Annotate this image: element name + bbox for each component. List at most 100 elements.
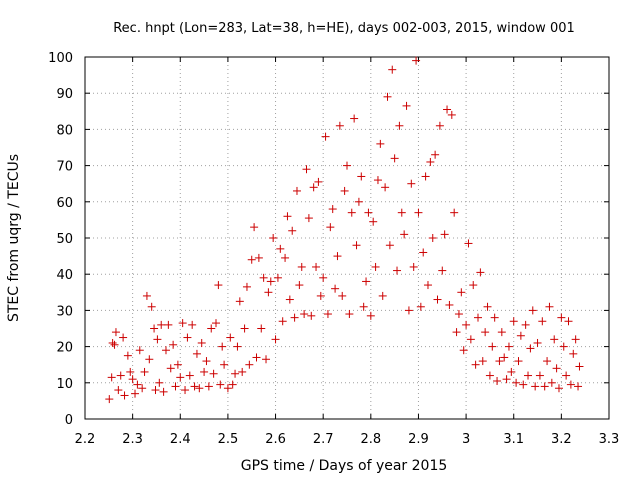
y-tick-label: 50 bbox=[56, 232, 73, 247]
data-point bbox=[476, 268, 485, 277]
data-point bbox=[447, 110, 456, 119]
data-point bbox=[138, 384, 147, 393]
y-tick-label: 60 bbox=[56, 196, 73, 211]
data-point bbox=[314, 177, 323, 186]
data-point bbox=[423, 281, 432, 290]
data-point bbox=[507, 367, 516, 376]
data-point bbox=[543, 357, 552, 366]
x-tick-label: 2.4 bbox=[170, 432, 191, 447]
data-point bbox=[245, 360, 254, 369]
data-point bbox=[257, 324, 266, 333]
data-point bbox=[151, 386, 160, 395]
data-point bbox=[566, 380, 575, 389]
data-point bbox=[238, 367, 247, 376]
data-point bbox=[354, 197, 363, 206]
x-tick-label: 3 bbox=[462, 432, 470, 447]
data-point bbox=[438, 266, 447, 275]
data-point bbox=[407, 179, 416, 188]
data-point bbox=[373, 176, 382, 185]
data-point bbox=[202, 357, 211, 366]
data-point bbox=[547, 378, 556, 387]
data-point bbox=[297, 262, 306, 271]
data-point bbox=[426, 157, 435, 166]
data-point bbox=[140, 367, 149, 376]
data-point bbox=[400, 230, 409, 239]
y-tick-label: 90 bbox=[56, 87, 73, 102]
data-point bbox=[485, 371, 494, 380]
data-point bbox=[369, 217, 378, 226]
x-tick-label: 2.9 bbox=[408, 432, 429, 447]
data-point bbox=[247, 255, 256, 264]
x-tick-label: 3.2 bbox=[551, 432, 572, 447]
data-point bbox=[231, 369, 240, 378]
data-point bbox=[235, 297, 244, 306]
data-point bbox=[171, 382, 180, 391]
data-point bbox=[108, 338, 117, 347]
data-point bbox=[107, 373, 116, 382]
data-point bbox=[328, 205, 337, 214]
x-tick-label: 3.3 bbox=[599, 432, 620, 447]
data-point bbox=[185, 371, 194, 380]
data-point bbox=[397, 208, 406, 217]
data-point bbox=[402, 101, 411, 110]
x-tick-label: 2.7 bbox=[313, 432, 334, 447]
data-point bbox=[290, 313, 299, 322]
data-point bbox=[338, 291, 347, 300]
data-point bbox=[381, 183, 390, 192]
x-axis-label: GPS time / Days of year 2015 bbox=[241, 458, 448, 474]
data-point bbox=[273, 273, 282, 282]
data-point bbox=[454, 310, 463, 319]
data-point bbox=[150, 324, 159, 333]
data-point bbox=[421, 172, 430, 181]
data-point bbox=[190, 382, 199, 391]
data-point bbox=[192, 349, 201, 358]
data-point bbox=[390, 154, 399, 163]
data-point bbox=[564, 317, 573, 326]
data-point bbox=[269, 234, 278, 242]
y-tick-label: 30 bbox=[56, 304, 73, 319]
data-point bbox=[319, 273, 328, 282]
y-tick-label: 80 bbox=[56, 123, 73, 138]
data-point bbox=[204, 382, 213, 391]
data-point bbox=[469, 281, 478, 290]
y-axis-label: STEC from uqrg / TECUs bbox=[6, 154, 22, 322]
data-point bbox=[316, 291, 325, 300]
data-point bbox=[147, 302, 156, 311]
data-point bbox=[131, 389, 140, 398]
data-point bbox=[364, 208, 373, 217]
data-point bbox=[262, 355, 271, 364]
data-point bbox=[226, 333, 235, 342]
data-point bbox=[119, 333, 128, 342]
data-point bbox=[188, 320, 197, 329]
data-point bbox=[347, 208, 356, 217]
chart-title: Rec. hnpt (Lon=283, Lat=38, h=HE), days … bbox=[113, 21, 575, 36]
data-point bbox=[266, 277, 275, 286]
data-point bbox=[395, 121, 404, 130]
data-point bbox=[490, 313, 499, 322]
data-point bbox=[483, 302, 492, 311]
x-tick-label: 2.2 bbox=[75, 432, 96, 447]
data-point bbox=[323, 310, 332, 319]
data-point bbox=[240, 324, 249, 333]
data-point bbox=[528, 306, 537, 315]
data-point bbox=[416, 302, 425, 311]
data-point bbox=[250, 223, 259, 232]
data-point bbox=[545, 302, 554, 311]
data-point bbox=[440, 230, 449, 239]
data-point bbox=[412, 56, 421, 65]
data-point bbox=[371, 262, 380, 271]
data-point bbox=[500, 353, 509, 362]
data-point bbox=[331, 284, 340, 293]
data-point bbox=[135, 346, 144, 355]
data-point bbox=[278, 317, 287, 326]
data-point bbox=[535, 371, 544, 380]
data-point bbox=[559, 342, 568, 351]
data-point bbox=[216, 380, 225, 389]
data-point bbox=[557, 313, 566, 322]
y-tick-label: 0 bbox=[65, 413, 73, 428]
data-point bbox=[164, 320, 173, 329]
data-point bbox=[242, 282, 251, 291]
data-point bbox=[516, 331, 525, 340]
data-point bbox=[220, 360, 229, 369]
